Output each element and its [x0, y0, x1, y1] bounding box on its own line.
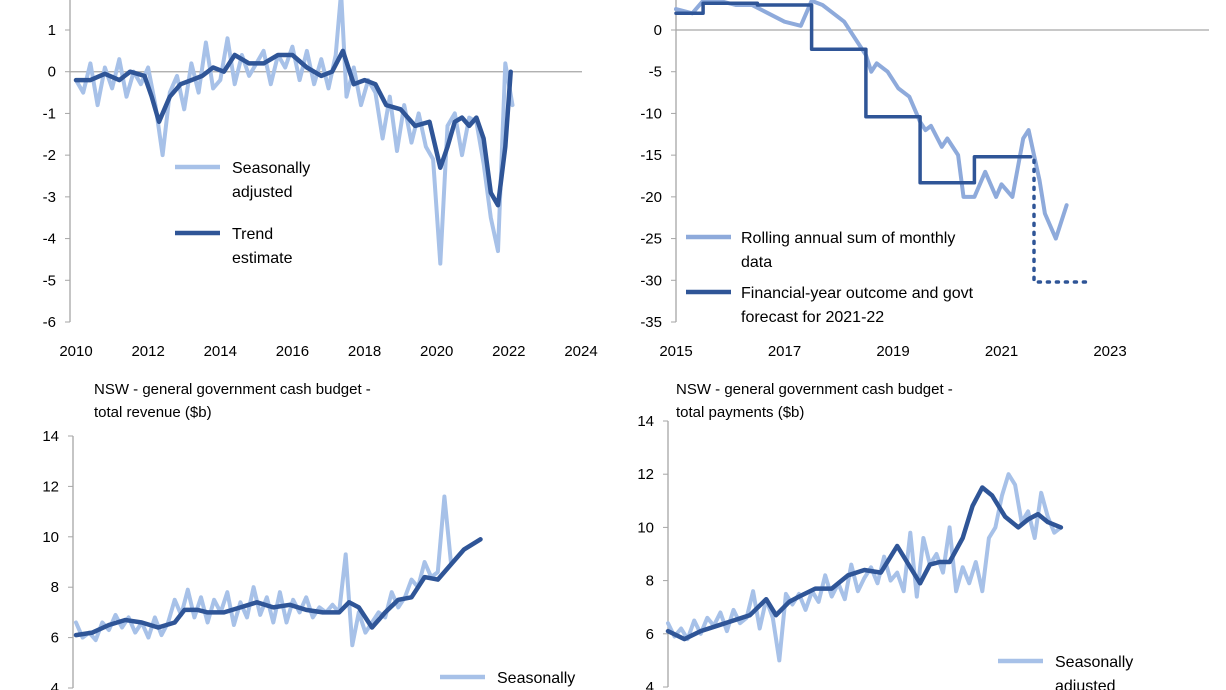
y-tick-label: 10: [42, 529, 59, 546]
legend-label: Rolling annual sum of monthly: [741, 230, 955, 247]
chart-title-line: total revenue ($b): [94, 404, 212, 421]
y-tick-label: -5: [43, 272, 56, 289]
series-line: [666, 472, 1063, 663]
chart-title-line: NSW - general government cash budget -: [676, 381, 953, 398]
y-tick-label: 8: [646, 573, 654, 590]
y-tick-label: 10: [637, 519, 654, 536]
y-tick-label: -5: [649, 64, 662, 81]
legend-label: data: [741, 254, 772, 271]
y-tick-label: 6: [646, 626, 654, 643]
series-line: [674, 0, 1069, 241]
y-tick-label: 8: [51, 579, 59, 596]
series-line: [1026, 155, 1091, 284]
y-tick-label: -20: [640, 189, 662, 206]
y-tick-label: 14: [637, 413, 654, 430]
x-tick-label: 2023: [1093, 343, 1126, 360]
x-tick-label: 2021: [985, 343, 1018, 360]
legend-label: Seasonally: [232, 160, 310, 177]
series-line: [674, 1, 1031, 185]
y-tick-label: -25: [640, 231, 662, 248]
y-tick-label: -15: [640, 147, 662, 164]
x-tick-label: 2024: [564, 343, 597, 360]
y-tick-label: -10: [640, 105, 662, 122]
series-line: [665, 485, 1064, 642]
y-tick-label: -4: [43, 231, 56, 248]
chart-title-line: NSW - general government cash budget -: [94, 381, 371, 398]
y-tick-label: -6: [43, 314, 56, 331]
y-tick-label: 12: [637, 466, 654, 483]
chart-bottom-right: 14 12 10 8 6 4 NSW - general government cash b…: [637, 381, 1133, 690]
y-tick-label: 4: [51, 680, 59, 690]
x-tick-label: 2020: [420, 343, 453, 360]
y-tick-label: 4: [646, 679, 654, 690]
series-line: [74, 0, 515, 266]
y-tick-label: -2: [43, 147, 56, 164]
y-tick-label: 1: [48, 22, 56, 39]
chart-title-line: total payments ($b): [676, 404, 804, 421]
legend-label: adjusted: [1055, 678, 1116, 690]
x-tick-label: 2015: [659, 343, 692, 360]
x-tick-label: 2017: [768, 343, 801, 360]
y-tick-label: 0: [48, 64, 56, 81]
legend-label: forecast for 2021-22: [741, 309, 884, 326]
legend-label: Seasonally: [1055, 654, 1133, 671]
x-tick-label: 2019: [876, 343, 909, 360]
chart-bottom-left: 14 12 10 8 6 4 NSW - general government cash b…: [42, 381, 575, 690]
legend-label: Financial-year outcome and govt: [741, 285, 974, 302]
legend-label: estimate: [232, 250, 293, 267]
y-tick-label: -30: [640, 272, 662, 289]
legend-label: adjusted: [232, 184, 293, 201]
x-tick-label: 2018: [348, 343, 381, 360]
series-line: [73, 537, 483, 638]
x-tick-label: 2010: [59, 343, 92, 360]
y-tick-label: 0: [654, 22, 662, 39]
x-tick-label: 2022: [492, 343, 525, 360]
y-tick-label: -3: [43, 189, 56, 206]
y-tick-label: -35: [640, 314, 662, 331]
x-tick-label: 2014: [204, 343, 237, 360]
x-tick-label: 2016: [276, 343, 309, 360]
chart-top-right: 0 -5 -10 -15 -20 -25 -30 -35 2015 2017 2019 2021 202…: [640, 0, 1209, 360]
y-tick-label: 14: [42, 428, 59, 445]
legend-label: Seasonally: [497, 670, 575, 687]
y-tick-label: -1: [43, 105, 56, 122]
y-tick-label: 12: [42, 478, 59, 495]
x-tick-label: 2012: [131, 343, 164, 360]
y-tick-label: 6: [51, 630, 59, 647]
series-line: [73, 48, 513, 208]
legend-label: Trend: [232, 226, 273, 243]
